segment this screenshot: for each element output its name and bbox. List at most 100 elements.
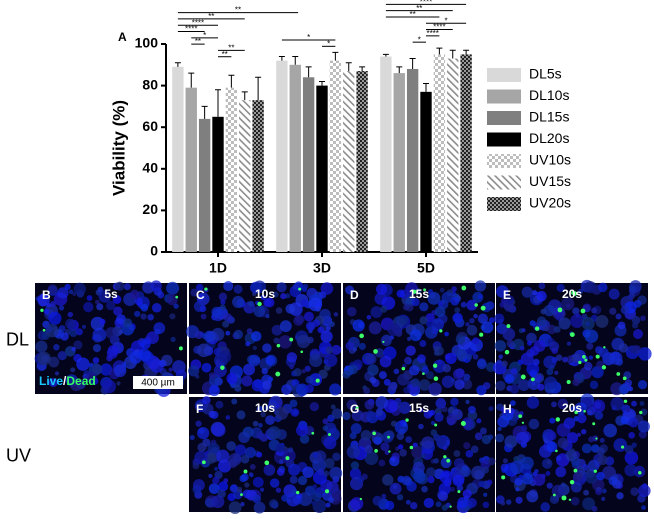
cell <box>381 493 387 499</box>
cell <box>627 294 633 300</box>
cell <box>638 347 652 361</box>
error-bar <box>215 89 221 117</box>
cell <box>265 415 275 425</box>
panel-time: 20s <box>562 287 582 301</box>
cell <box>53 344 60 351</box>
cell <box>375 396 389 409</box>
cell <box>92 327 107 342</box>
cell <box>398 315 409 326</box>
cell <box>241 375 253 387</box>
cell <box>546 324 557 335</box>
legend-label: DL5s <box>529 66 562 82</box>
error-bar <box>292 55 299 65</box>
dead-cell <box>382 340 385 343</box>
cell <box>501 297 507 304</box>
cell <box>596 471 605 481</box>
cell <box>366 410 375 419</box>
cell <box>427 475 435 484</box>
cell <box>481 321 494 334</box>
dead-cell <box>555 449 558 453</box>
cell <box>281 448 296 463</box>
cell <box>629 345 638 354</box>
cell <box>311 491 322 502</box>
cell <box>312 452 319 459</box>
cell <box>98 290 111 303</box>
cell <box>591 307 598 314</box>
micrograph <box>34 280 187 398</box>
cell <box>70 367 76 373</box>
cell <box>328 497 335 503</box>
significance-label: ** <box>410 10 416 19</box>
cell <box>435 398 447 409</box>
panel-letter: D <box>350 288 359 302</box>
significance-label: * <box>307 33 310 42</box>
cell <box>520 352 534 366</box>
cell <box>188 365 200 377</box>
cell <box>201 362 212 373</box>
cell <box>311 500 316 506</box>
cell <box>361 473 368 480</box>
cell <box>346 445 361 459</box>
cell <box>271 324 283 336</box>
cell <box>566 432 579 444</box>
cell <box>601 488 607 494</box>
dead-cell <box>561 495 567 501</box>
y-tick-label: 60 <box>142 118 158 134</box>
dead-cell <box>204 287 208 291</box>
cell <box>358 342 366 350</box>
cell <box>322 418 329 425</box>
dead-cell <box>530 377 535 382</box>
cell <box>494 340 507 352</box>
error-bar <box>201 105 208 119</box>
cell <box>269 499 279 509</box>
cell <box>599 437 605 443</box>
cell <box>196 401 203 409</box>
cell <box>430 420 436 426</box>
cell <box>318 291 327 299</box>
error-bar <box>319 80 325 86</box>
cell <box>501 360 508 368</box>
bar <box>316 85 328 252</box>
dead-cell <box>434 423 438 427</box>
dead-cell <box>355 406 359 410</box>
cell <box>504 374 515 384</box>
cell <box>536 316 547 326</box>
cell <box>106 347 118 359</box>
cell <box>199 305 207 313</box>
cell <box>515 431 529 445</box>
cell <box>461 417 474 429</box>
panel-letter: G <box>350 402 359 416</box>
dead-cell <box>276 343 281 348</box>
cell <box>323 436 337 450</box>
cell <box>367 364 379 376</box>
error-bar <box>382 53 389 57</box>
dead-cell <box>461 285 467 291</box>
cell <box>289 399 298 408</box>
micrograph <box>342 280 496 396</box>
cell <box>330 404 336 410</box>
cell <box>233 329 244 340</box>
cell <box>92 344 102 353</box>
cell <box>288 463 301 476</box>
legend-label: UV20s <box>529 195 571 211</box>
cell <box>48 356 60 368</box>
cell <box>245 341 251 347</box>
cell <box>45 324 59 338</box>
cell <box>452 474 465 487</box>
cell <box>608 351 623 365</box>
cell <box>470 445 479 454</box>
cell <box>320 330 333 343</box>
cell <box>279 459 284 464</box>
significance-label: * <box>203 31 206 40</box>
bar <box>276 60 288 252</box>
panel-letter: F <box>196 402 203 416</box>
cell <box>450 486 455 492</box>
cell <box>638 484 651 498</box>
cell <box>618 343 629 353</box>
cell <box>594 411 604 420</box>
cell <box>640 408 648 416</box>
bar <box>356 71 368 252</box>
cell <box>244 446 256 458</box>
dead-cell <box>401 366 406 371</box>
cell <box>380 305 388 313</box>
